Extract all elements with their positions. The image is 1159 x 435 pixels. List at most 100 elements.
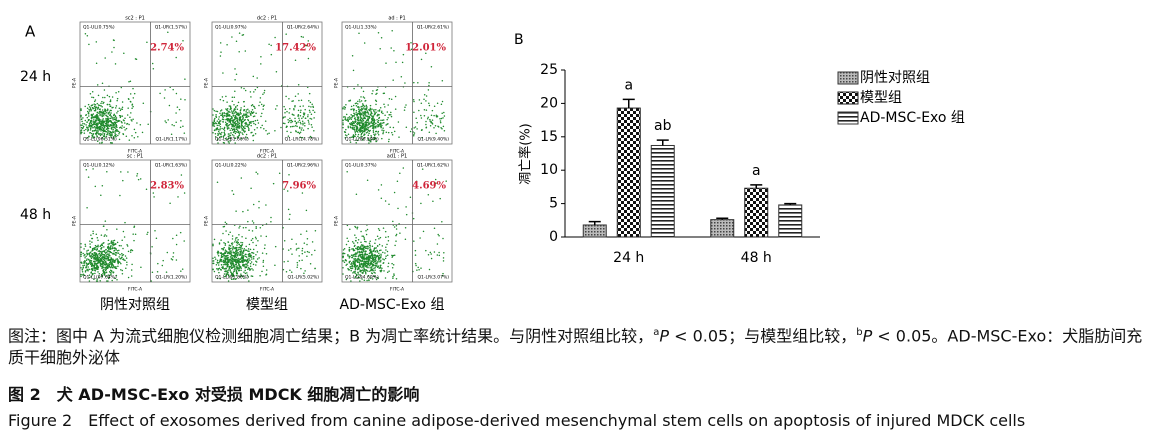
scatter-dot [86,258,88,260]
scatter-dot [126,264,128,266]
scatter-dot [311,103,313,105]
scatter-dot [373,133,375,136]
scatter-dot [425,52,427,55]
scatter-dot [101,141,103,144]
scatter-dot [109,119,112,122]
legend-label: 阴性对照组 [860,70,930,86]
scatter-dot [295,122,298,125]
scatter-dot [378,252,380,255]
scatter-dot [118,132,120,135]
scatter-dot [111,51,113,53]
scatter-dot [394,95,397,98]
scatter-dot [233,270,235,273]
scatter-dot [239,225,241,228]
scatter-dot [435,132,437,135]
bar [650,144,675,238]
scatter-dot [119,257,121,260]
scatter-dot [356,125,358,128]
scatter-dot [112,272,115,274]
scatter-dot [87,269,89,272]
scatter-dot [354,133,357,136]
plot-frame [211,159,323,283]
scatter-dot [231,189,233,192]
scatter-dot [214,117,216,120]
scatter-dot [303,242,306,244]
scatter-dot [365,260,368,262]
scatter-dot [237,126,239,128]
scatter-dot [443,115,446,117]
scatter-dot [347,125,349,127]
scatter-dot [126,114,129,116]
scatter-dot [404,106,406,109]
scatter-dot [212,257,214,259]
scatter-dot [246,263,248,265]
scatter-dot [443,251,445,254]
scatter-dot [86,250,88,252]
scatter-dot [99,280,101,282]
scatter-dot [109,251,112,254]
bar [710,219,735,238]
scatter-dot [116,252,118,254]
scatter-dot [99,113,101,116]
scatter-dot [262,105,265,107]
scatter-dot [95,132,98,134]
scatter-dot [230,110,233,112]
scatter-dot [175,259,178,261]
scatter-dot [220,256,223,259]
scatter-dot [255,244,257,247]
scatter-dot [237,246,239,249]
scatter-dot [359,265,361,267]
scatter-dot [249,253,251,255]
scatter-dot [240,256,243,259]
scatter-dot [105,249,107,251]
scatter-dot [234,132,237,135]
scatter-dot [102,130,105,133]
scatter-dot [81,271,84,273]
scatter-dot [391,256,393,258]
scatter-dot [355,142,357,144]
scatter-dot [413,133,415,136]
scatter-dot [232,251,235,254]
scatter-dot [306,250,309,253]
scatter-dot [365,115,367,118]
scatter-dot [290,271,293,273]
scatter-dot [369,266,371,269]
scatter-dot [262,261,264,263]
scatter-dot [350,123,352,126]
scatter-dot [362,96,365,98]
bar [582,224,607,238]
scatter-dot [241,241,244,244]
scatter-dot [308,105,310,108]
scatter-dot [380,264,382,267]
scatter-dot [373,119,376,122]
scatter-dot [367,118,369,120]
scatter-dot [250,110,253,113]
scatter-dot [237,262,240,264]
scatter-dot [365,247,367,250]
scatter-dot [372,138,374,141]
scatter-dot [350,280,352,282]
scatter-dot [350,105,353,108]
scatter-dot [116,228,118,230]
scatter-dot [244,255,247,258]
scatter-dot [291,238,293,241]
scatter-dot [255,171,257,173]
scatter-dot [255,112,257,114]
scatter-dot [223,263,225,266]
scatter-dot [344,131,347,134]
scatter-dot [376,235,379,238]
scatter-dot [249,262,252,265]
scatter-dot [246,123,248,126]
scatter-dot [433,105,436,108]
scatter-dot [221,112,224,114]
scatter-dot [382,112,384,115]
scatter-dot [296,125,298,128]
scatter-dot [246,274,249,276]
quadrant-label: Q1-LL(94.69%) [345,275,379,281]
scatter-dot [390,98,393,101]
scatter-dot [216,262,219,264]
scatter-dot [151,271,154,274]
scatter-dot [106,123,108,126]
scatter-dot [299,121,302,124]
scatter-dot [109,100,112,102]
